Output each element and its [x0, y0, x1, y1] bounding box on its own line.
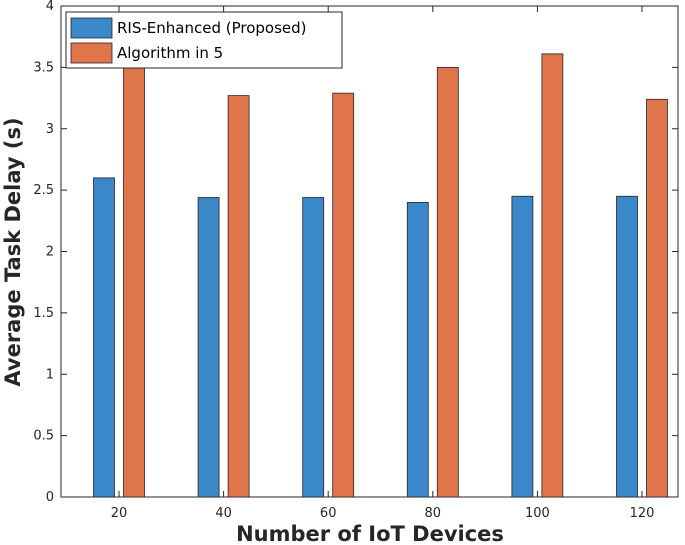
legend-swatch-ris-enhanced: [70, 17, 113, 39]
bar-algorithm: [227, 95, 250, 498]
y-tick-label: 2.5: [33, 183, 54, 198]
y-axis-ticks: 0 0.5 1 1.5 2 2.5 3 3.5 4: [33, 0, 678, 505]
y-tick-label: 1: [46, 367, 54, 382]
bars-group: [93, 53, 668, 498]
x-tick-label: 80: [425, 506, 442, 521]
y-tick-label: 0.5: [33, 429, 54, 444]
x-axis-ticks: 20 40 60 80 100 120: [111, 6, 655, 521]
legend-swatch-algorithm: [70, 42, 113, 64]
bar-ris-enhanced: [511, 195, 534, 498]
plot-area: [60, 5, 679, 498]
bar-algorithm: [123, 59, 145, 498]
legend: RIS-Enhanced (Proposed) Algorithm in 5: [65, 11, 343, 69]
y-tick-label: 1.5: [33, 306, 54, 321]
bar-ris-enhanced: [302, 197, 325, 498]
bar-algorithm: [436, 66, 459, 498]
bar-ris-enhanced: [93, 177, 115, 498]
y-tick-label: 3: [46, 122, 54, 137]
y-tick-label: 0: [46, 490, 54, 505]
legend-label-algorithm: Algorithm in 5: [117, 44, 223, 62]
x-tick-label: 60: [320, 506, 337, 521]
bar-algorithm: [646, 98, 668, 498]
x-tick-label: 40: [215, 506, 232, 521]
legend-label-ris-enhanced: RIS-Enhanced (Proposed): [117, 19, 307, 37]
bar-algorithm: [541, 53, 564, 498]
bar-ris-enhanced: [197, 197, 220, 498]
bar-ris-enhanced: [406, 201, 429, 498]
y-tick-label: 3.5: [33, 60, 54, 75]
x-tick-label: 100: [525, 506, 550, 521]
bar-algorithm: [332, 92, 355, 498]
x-tick-label: 120: [630, 506, 655, 521]
y-tick-label: 2: [46, 245, 54, 260]
bar-ris-enhanced: [616, 195, 638, 498]
x-tick-label: 20: [111, 506, 128, 521]
y-tick-label: 4: [46, 0, 54, 14]
x-axis-label: Number of IoT Devices: [236, 522, 504, 545]
y-axis-label: Average Task Delay (s): [1, 117, 25, 386]
